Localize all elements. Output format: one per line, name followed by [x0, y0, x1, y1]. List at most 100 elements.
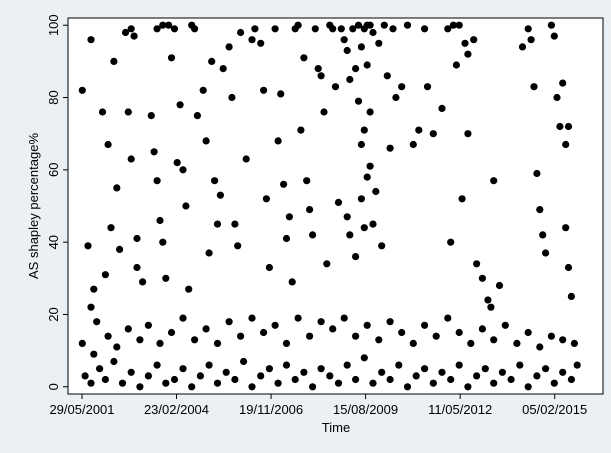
data-point [127, 368, 135, 376]
data-point [444, 314, 452, 322]
data-point [78, 86, 86, 94]
data-point [360, 126, 368, 134]
data-point [213, 339, 222, 347]
data-point [423, 83, 432, 91]
data-point [363, 321, 371, 329]
data-point [429, 130, 437, 138]
data-point [331, 83, 340, 91]
data-point [240, 357, 248, 366]
data-point [567, 292, 576, 300]
data-point [553, 93, 561, 102]
data-point [542, 249, 550, 257]
data-point [294, 314, 302, 322]
y-tick-label: 20 [46, 307, 61, 321]
data-point [343, 46, 351, 55]
data-point [170, 25, 179, 33]
data-point [84, 242, 92, 250]
data-point [412, 372, 420, 380]
data-point [167, 328, 176, 337]
data-point [285, 213, 293, 221]
data-point [392, 93, 400, 102]
data-point [518, 43, 527, 51]
data-point [222, 368, 230, 376]
data-point [334, 379, 343, 387]
data-point [403, 383, 412, 391]
data-point [562, 140, 570, 149]
data-point [366, 162, 374, 170]
data-point [447, 238, 455, 246]
data-point [153, 361, 161, 369]
data-point [357, 195, 365, 203]
data-point [329, 25, 337, 33]
data-point [265, 263, 273, 272]
data-point [360, 224, 368, 232]
data-point [231, 220, 239, 228]
data-point [346, 231, 354, 239]
data-point [386, 375, 394, 384]
data-point [127, 155, 135, 163]
data-point [167, 54, 176, 62]
data-point [159, 238, 167, 246]
data-point [136, 336, 144, 344]
data-point [409, 140, 417, 149]
data-point [147, 112, 155, 120]
data-point [159, 21, 167, 29]
data-point [380, 21, 388, 29]
data-point [533, 372, 541, 380]
data-point [191, 336, 199, 344]
data-point [213, 379, 222, 387]
data-point [415, 126, 423, 134]
data-point [309, 231, 317, 239]
data-point [185, 285, 193, 293]
data-point [87, 36, 95, 44]
data-point [260, 86, 268, 94]
data-point [205, 361, 213, 369]
data-point [438, 368, 446, 376]
x-tick-label: 19/11/2006 [239, 402, 303, 417]
data-point [530, 83, 538, 91]
data-point [170, 375, 179, 384]
data-point [282, 339, 291, 347]
data-point [311, 25, 319, 33]
data-point [346, 75, 354, 84]
data-point [507, 375, 515, 384]
data-point [366, 21, 374, 29]
data-point [280, 180, 288, 188]
data-point [242, 155, 250, 163]
x-tick-label: 29/05/2001 [49, 402, 114, 417]
data-point [421, 365, 429, 373]
data-point [98, 108, 107, 116]
data-point [202, 325, 210, 333]
data-point [524, 328, 532, 337]
data-point [314, 65, 322, 73]
data-point [369, 220, 377, 228]
data-point [386, 144, 394, 152]
data-point [533, 169, 541, 178]
data-point [110, 357, 118, 366]
axes: 0 20 40 60 80 100 29/05/2001 23/02/2004 19/11/20… [46, 14, 603, 417]
data-point [429, 379, 437, 387]
data-point [101, 271, 109, 279]
data-point [144, 372, 152, 380]
y-tick-label: 80 [46, 90, 61, 104]
data-point [179, 166, 187, 174]
data-point [219, 65, 227, 73]
data-point [213, 220, 222, 228]
data-point [271, 321, 279, 329]
data-point [118, 379, 127, 387]
data-point [107, 224, 115, 232]
y-tick-label: 0 [46, 383, 61, 390]
data-point [248, 314, 256, 322]
data-point [409, 339, 417, 347]
data-point [228, 93, 236, 102]
x-tick-label: 23/02/2004 [144, 402, 209, 417]
data-point [389, 25, 397, 33]
x-tick-label: 11/05/2012 [428, 402, 492, 417]
data-point [124, 325, 132, 333]
data-point [265, 365, 273, 373]
data-point [179, 314, 187, 322]
data-point [363, 61, 371, 69]
data-point [334, 198, 343, 206]
data-point [421, 25, 429, 33]
data-point [444, 25, 452, 33]
